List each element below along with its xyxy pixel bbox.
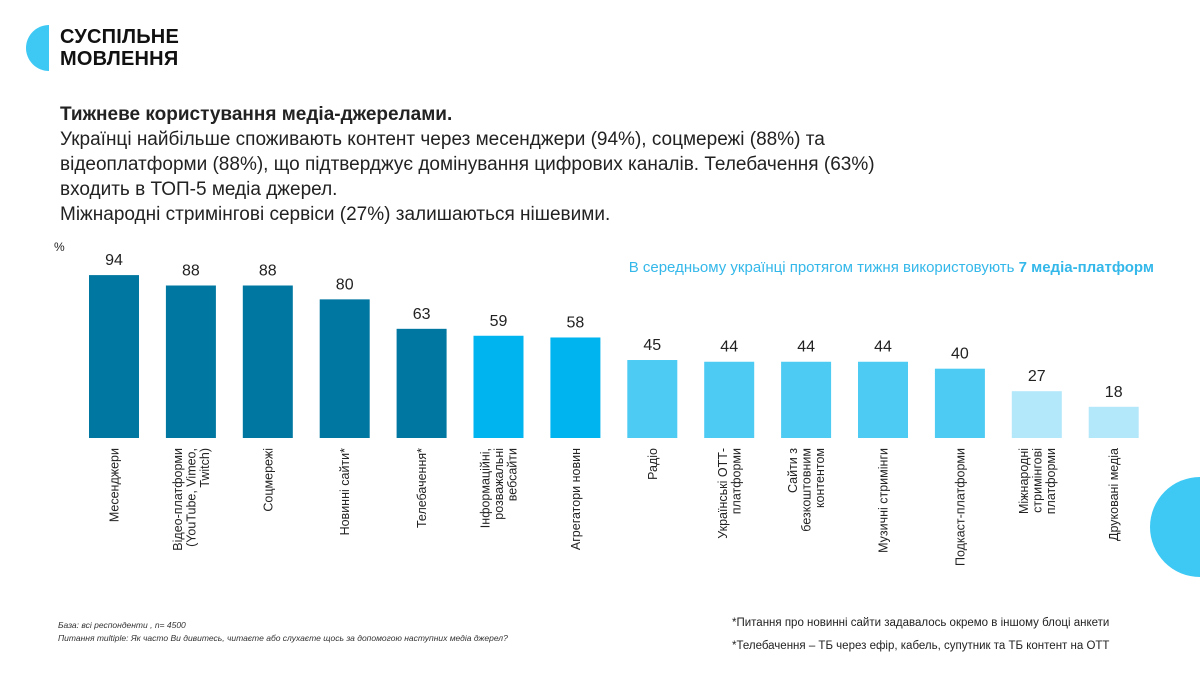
data-label: 63 bbox=[413, 306, 431, 323]
category-label: Месенджери bbox=[108, 448, 122, 522]
category-label-line: Соцмережі bbox=[261, 448, 275, 512]
footer-note-1: *Питання про новинні сайти задавалось ок… bbox=[732, 617, 1110, 629]
category-label-line: Сайти з bbox=[786, 448, 800, 493]
data-label: 18 bbox=[1105, 384, 1123, 401]
category-label: Інформаційні, розважальні вебсайти bbox=[479, 448, 520, 528]
category-label-line: розважальні bbox=[492, 448, 506, 520]
data-label: 59 bbox=[490, 313, 508, 330]
category-label-line: Агрегатори новин bbox=[569, 448, 583, 550]
category-label-line: стримінгові bbox=[1030, 448, 1044, 513]
bar bbox=[550, 337, 601, 438]
data-label: 80 bbox=[336, 276, 354, 293]
data-label: 88 bbox=[182, 262, 200, 279]
footer-base: База: всі респонденти , n= 4500 bbox=[58, 620, 186, 630]
category-label-line: Відео-платформи bbox=[171, 448, 185, 551]
category-label-line: безкоштовним bbox=[800, 448, 814, 532]
data-label: 44 bbox=[720, 339, 738, 356]
data-label: 94 bbox=[105, 252, 123, 269]
category-label-line: Міжнародні bbox=[1017, 448, 1031, 514]
category-label: Телебачення* bbox=[415, 448, 429, 528]
bar bbox=[242, 285, 293, 438]
bar bbox=[319, 299, 370, 438]
category-label-line: вебсайти bbox=[506, 448, 520, 501]
highlight-text: В середньому українці протягом тижня вик… bbox=[628, 259, 1019, 276]
brand-line-1: СУСПІЛЬНЕ bbox=[60, 26, 179, 48]
category-label: Агрегатори новин bbox=[569, 448, 583, 550]
bar bbox=[934, 368, 985, 438]
highlight-note: В середньому українці протягом тижня вик… bbox=[629, 259, 1154, 276]
bar bbox=[165, 285, 216, 438]
highlight-bold: 7 медіа-платформ bbox=[1018, 259, 1154, 276]
category-label-line: Друковані медіа bbox=[1107, 448, 1121, 541]
bar bbox=[1011, 391, 1062, 438]
bar bbox=[781, 361, 832, 438]
category-label-line: Новинні сайти* bbox=[338, 448, 352, 536]
bar bbox=[1088, 406, 1139, 438]
category-label: Відео-платформи (YouTube, Vimeo, Twitch) bbox=[171, 448, 212, 551]
category-label-line: Месенджери bbox=[108, 448, 122, 522]
brand-logo: СУСПІЛЬНЕ МОВЛЕННЯ bbox=[60, 26, 179, 70]
headline-title: Тижневе користування медіа-джерелами. bbox=[60, 104, 453, 125]
headline-line-3: входить в ТОП-5 медіа джерел. bbox=[60, 179, 338, 200]
bar bbox=[396, 328, 447, 438]
bar bbox=[858, 361, 908, 438]
y-unit-label: % bbox=[54, 240, 65, 254]
category-label: Сайти з безкоштовним контентом bbox=[786, 448, 827, 532]
footer-notes: *Питання про новинні сайти задавалось ок… bbox=[732, 612, 1109, 658]
category-label: Радіо bbox=[646, 448, 660, 480]
category-label-line: (YouTube, Vimeo, bbox=[184, 448, 198, 547]
footer-question: Питання multiple: Як часто Ви дивитесь, … bbox=[58, 633, 508, 643]
category-label-line: Подкаст-платформи bbox=[953, 448, 967, 566]
bar bbox=[89, 275, 139, 438]
data-label: 27 bbox=[1028, 368, 1046, 385]
category-label: Музичні стримінги bbox=[877, 448, 891, 553]
data-label: 40 bbox=[951, 346, 969, 363]
category-label-line: Музичні стримінги bbox=[877, 448, 891, 553]
category-label: Друковані медіа bbox=[1107, 448, 1121, 541]
data-label: 44 bbox=[874, 339, 892, 356]
category-label: Соцмережі bbox=[261, 448, 275, 512]
bar bbox=[627, 360, 678, 438]
data-label: 88 bbox=[259, 262, 277, 279]
footer-source: База: всі респонденти , n= 4500 Питання … bbox=[58, 619, 508, 645]
brand-line-2: МОВЛЕННЯ bbox=[60, 48, 179, 70]
bar bbox=[473, 335, 524, 438]
category-label-line: Радіо bbox=[646, 448, 660, 480]
footer-note-2: *Телебачення – ТБ через ефір, кабель, су… bbox=[732, 640, 1110, 652]
data-label: 58 bbox=[567, 314, 585, 331]
headline: Тижневе користування медіа-джерелами. Ук… bbox=[60, 102, 1060, 227]
category-label-line: Телебачення* bbox=[415, 448, 429, 528]
bar bbox=[704, 361, 755, 438]
logo-mark bbox=[26, 25, 72, 71]
category-label-line: контентом bbox=[813, 448, 827, 508]
data-label: 45 bbox=[643, 337, 661, 354]
category-label: Міжнародні стримінгові платформи bbox=[1017, 448, 1058, 514]
category-label-line: платформи bbox=[1044, 448, 1058, 514]
category-label-line: Інформаційні, bbox=[479, 448, 493, 528]
category-label-line: платформи bbox=[729, 448, 743, 514]
category-label-line: Українські ОТТ- bbox=[716, 448, 730, 539]
category-label: Подкаст-платформи bbox=[953, 448, 967, 566]
data-label: 44 bbox=[797, 339, 815, 356]
category-label-line: Twitch) bbox=[198, 448, 212, 488]
category-label: Українські ОТТ-платформи bbox=[716, 448, 744, 539]
headline-line-4: Міжнародні стримінгові сервіси (27%) зал… bbox=[60, 204, 611, 225]
category-label: Новинні сайти* bbox=[338, 448, 352, 536]
headline-line-2: відеоплатформи (88%), що підтверджує дом… bbox=[60, 154, 875, 175]
headline-line-1: Українці найбільше споживають контент че… bbox=[60, 129, 825, 150]
